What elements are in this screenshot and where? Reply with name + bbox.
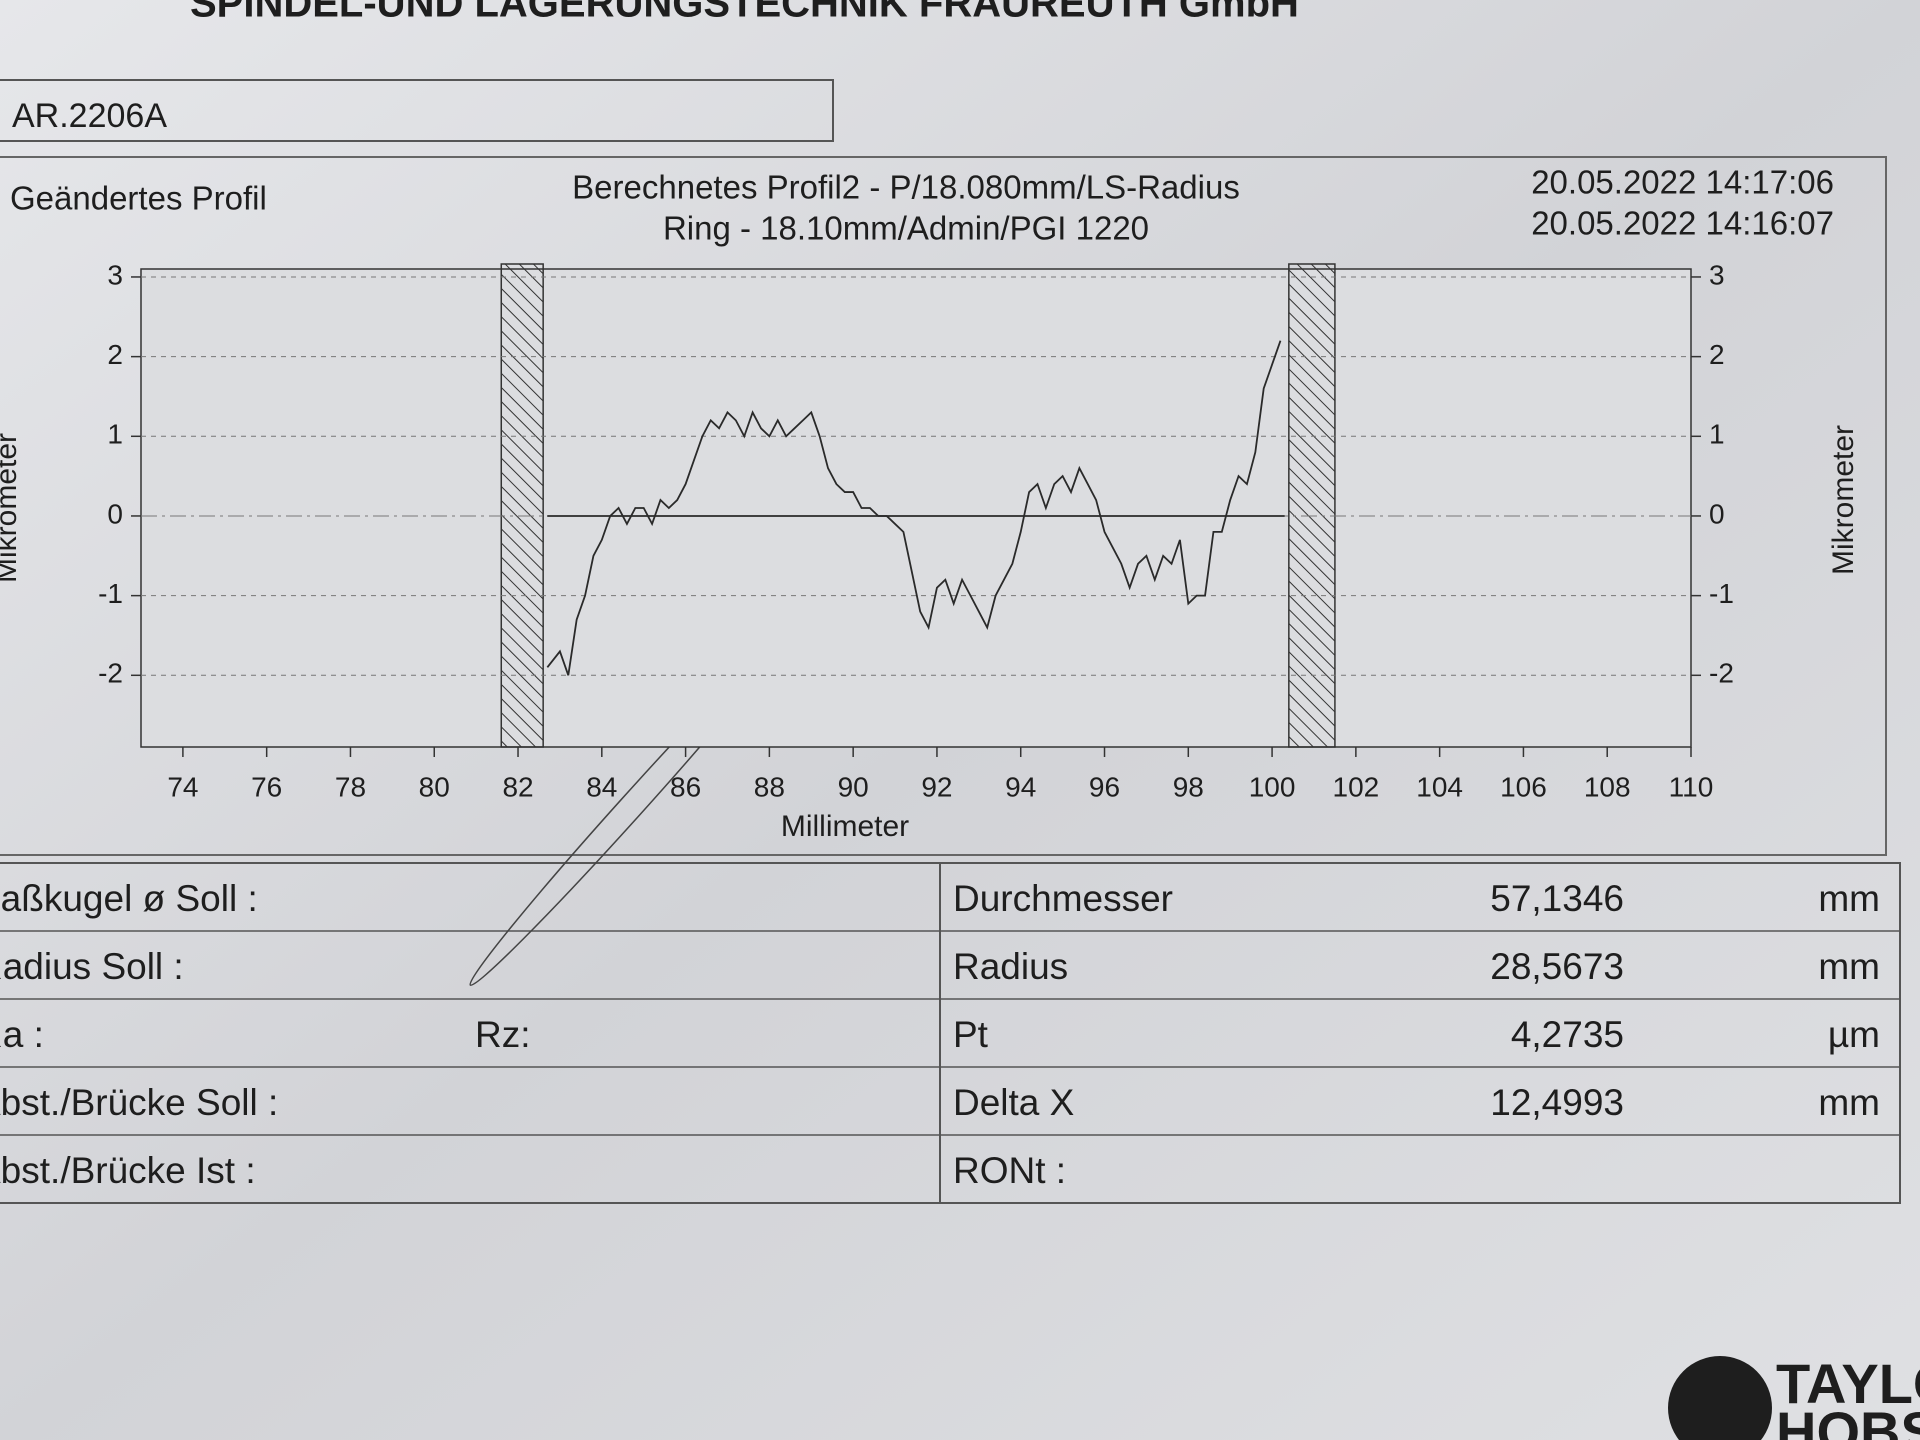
y-tick-label: 1 xyxy=(107,419,123,450)
y-tick-label: 3 xyxy=(107,259,123,290)
cell-label: Ra : xyxy=(0,1014,44,1055)
x-tick-label: 86 xyxy=(670,771,701,802)
y-tick-label: -1 xyxy=(98,578,123,609)
company-name: SPINDEL-UND LAGERUNGSTECHNIK FRAUREUTH G… xyxy=(190,0,1299,26)
table-right xyxy=(939,862,1901,1204)
y2-tick-label: -2 xyxy=(1709,658,1734,689)
table: Paßkugel ø Soll : Radius Soll : Ra : Rz: Abs… xyxy=(0,862,1901,1204)
x-tick-label: 98 xyxy=(1173,771,1204,802)
x-axis-label: Millimeter xyxy=(781,810,909,843)
cell-value: 4,2735 xyxy=(1511,1014,1624,1055)
cell-label: Pt xyxy=(953,1014,989,1055)
cell-label: Delta X xyxy=(953,1082,1074,1123)
cell-label: Abst./Brücke Ist : xyxy=(0,1150,256,1191)
x-tick-label: 84 xyxy=(586,771,617,802)
chart-frame xyxy=(0,156,1887,856)
hatched-region xyxy=(500,263,544,748)
y2-tick-label: 1 xyxy=(1709,419,1725,450)
date: 20.05.2022 14:17:06 xyxy=(1531,164,1834,201)
cell-unit: µm xyxy=(1828,1014,1880,1055)
y-tick-label: -2 xyxy=(98,658,123,689)
x-tick-label: 88 xyxy=(754,771,785,802)
x-tick-label: 76 xyxy=(251,771,282,802)
y2-axis-label: Mikrometer xyxy=(1827,425,1860,575)
cell-unit: mm xyxy=(1818,878,1880,919)
date: 20.05.2022 14:16:07 xyxy=(1531,205,1834,242)
chart-title: Berechnetes Profil2 - P/18.080mm/LS-Radi… xyxy=(572,169,1240,206)
x-tick-label: 100 xyxy=(1249,771,1296,802)
x-tick-label: 90 xyxy=(838,771,869,802)
cell-label: Paßkugel ø Soll : xyxy=(0,878,258,919)
cell-value: 12,4993 xyxy=(1490,1082,1624,1123)
y-tick-label: 2 xyxy=(107,339,123,370)
profile-label: Geändertes Profil xyxy=(10,180,267,217)
x-tick-label: 80 xyxy=(419,771,450,802)
cell-label: Rz: xyxy=(475,1014,531,1055)
cell-unit: mm xyxy=(1818,946,1880,987)
part-box xyxy=(0,79,834,142)
cell-value: 28,5673 xyxy=(1490,946,1624,987)
plot-area xyxy=(140,268,1692,748)
cell-unit: mm xyxy=(1818,1082,1880,1123)
logo-icon xyxy=(1668,1356,1772,1440)
profile-line xyxy=(546,340,1282,676)
x-tick-label: 92 xyxy=(921,771,952,802)
cell-label: Radius xyxy=(953,946,1068,987)
x-tick-label: 104 xyxy=(1416,771,1463,802)
x-tick-label: 96 xyxy=(1089,771,1120,802)
y2-tick-label: -1 xyxy=(1709,578,1734,609)
y2-tick-label: 0 xyxy=(1709,498,1725,529)
cell-label: Abst./Brücke Soll : xyxy=(0,1082,278,1123)
x-tick-label: 102 xyxy=(1333,771,1380,802)
y2-tick-label: 3 xyxy=(1709,259,1725,290)
cell-label: Radius Soll : xyxy=(0,946,184,987)
cell-label: RONt : xyxy=(953,1150,1066,1191)
y-axis-label: Mikrometer xyxy=(0,433,23,583)
logo-text: TAYLOR xyxy=(1776,1352,1920,1415)
cell-value: 57,1346 xyxy=(1490,878,1624,919)
y2-tick-label: 2 xyxy=(1709,339,1725,370)
hatched-region xyxy=(1288,263,1336,748)
x-tick-label: 78 xyxy=(335,771,366,802)
part-number: AR.2206A xyxy=(12,97,167,135)
x-tick-label: 106 xyxy=(1500,771,1547,802)
logo-text: HOBSON xyxy=(1776,1400,1920,1440)
x-tick-label: 108 xyxy=(1584,771,1631,802)
cell-label: Durchmesser xyxy=(953,878,1173,919)
y-tick-label: 0 xyxy=(107,498,123,529)
x-tick-label: 74 xyxy=(167,771,198,802)
x-tick-label: 82 xyxy=(502,771,533,802)
x-tick-label: 94 xyxy=(1005,771,1036,802)
chart-subtitle: Ring - 18.10mm/Admin/PGI 1220 xyxy=(663,210,1149,247)
x-tick-label: 110 xyxy=(1669,771,1714,802)
